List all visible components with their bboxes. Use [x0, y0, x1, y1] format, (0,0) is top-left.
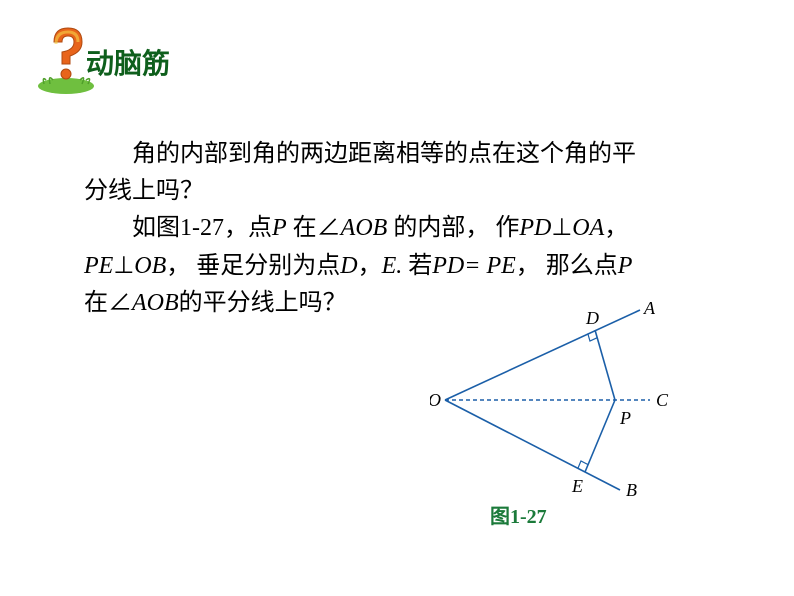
perp-symbol: ⊥	[551, 215, 572, 241]
text-line: 角的内部到角的两边距离相等的点在这个角的平	[132, 141, 636, 167]
var-AOB: AOB	[132, 290, 179, 316]
text-line: ，	[604, 215, 628, 241]
text-line: 在∠	[287, 215, 341, 241]
eq-symbol: =	[464, 253, 486, 279]
svg-text:C: C	[656, 390, 669, 410]
var-OA: OA	[572, 215, 604, 241]
header: 动脑筋	[36, 24, 170, 88]
svg-text:E: E	[571, 476, 583, 496]
body-text: 角的内部到角的两边距离相等的点在这个角的平 分线上吗？ 如图1-27，点P 在∠…	[84, 136, 704, 322]
text-line: ， 那么点	[516, 253, 618, 279]
var-PE: PE	[486, 253, 515, 279]
question-mark-icon	[36, 24, 84, 88]
var-E: E	[382, 253, 397, 279]
svg-text:A: A	[643, 300, 656, 318]
text-line: ， 垂足分别为点	[166, 253, 340, 279]
var-PE: PE	[84, 253, 113, 279]
var-AOB: AOB	[341, 215, 388, 241]
period: .	[396, 253, 408, 279]
svg-text:P: P	[619, 408, 631, 428]
var-PD: PD	[432, 253, 464, 279]
geometry-figure: O A B C P D E	[430, 300, 680, 520]
var-D: D	[340, 253, 357, 279]
svg-text:D: D	[585, 308, 599, 328]
text-line: 的内部， 作	[387, 215, 519, 241]
var-P: P	[272, 215, 287, 241]
svg-text:O: O	[430, 390, 441, 410]
svg-text:B: B	[626, 480, 637, 500]
perp-symbol: ⊥	[113, 253, 134, 279]
text-line: 分线上吗？	[84, 178, 204, 204]
text-line: 如图1-27，点	[132, 215, 272, 241]
figure-caption: 图1-27	[490, 500, 547, 529]
text-line: 若	[408, 253, 432, 279]
var-PD: PD	[519, 215, 551, 241]
text-line: 在∠	[84, 290, 132, 316]
text-line: 的平分线上吗？	[179, 290, 347, 316]
text-line: ，	[358, 253, 382, 279]
var-OB: OB	[134, 253, 166, 279]
var-P: P	[618, 253, 633, 279]
